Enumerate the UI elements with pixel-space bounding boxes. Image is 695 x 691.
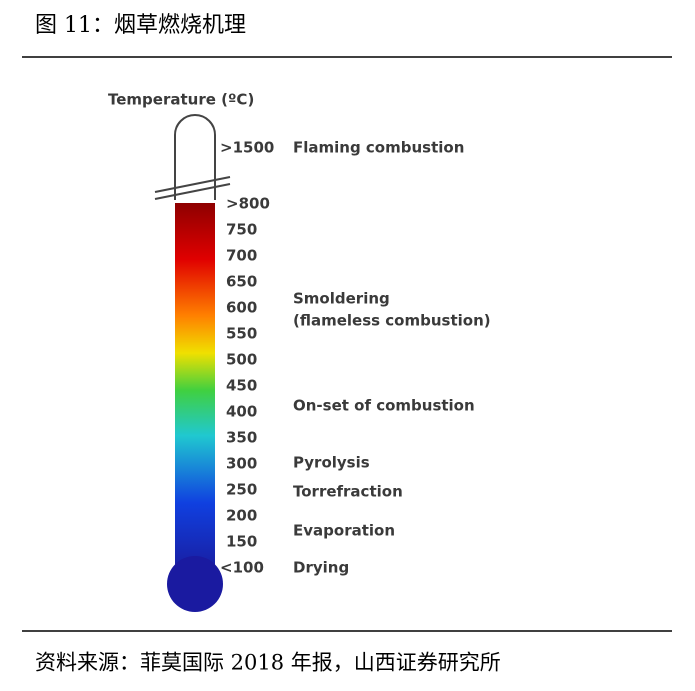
tube-top [174,114,216,200]
source: 资料来源：菲莫国际 2018 年报，山西证券研究所 [35,651,501,675]
stage-label: Smoldering [293,290,390,308]
stage-label: Pyrolysis [293,454,370,472]
tick-label: 250 [226,481,257,499]
bulb [167,556,223,612]
tick-label: 200 [226,507,257,525]
stage-label: On-set of combustion [293,397,475,415]
stage-label: Torrefraction [293,483,403,501]
tick-label: 450 [226,377,257,395]
tick-label: 550 [226,325,257,343]
stage-label: (flameless combustion) [293,312,491,330]
stage-label: Evaporation [293,522,395,540]
tick-label: 700 [226,247,257,265]
break [154,176,231,200]
tick-label: 650 [226,273,257,291]
tick-label: >800 [226,195,270,213]
header-title: 图 11：烟草燃烧机理 [35,13,246,38]
stage-label: Flaming combustion [293,139,464,157]
tick-label: 150 [226,533,257,551]
tick-label: 750 [226,221,257,239]
mercury [175,203,215,578]
tick-label: <100 [220,559,264,577]
tick-label: 500 [226,351,257,369]
tick-label: 300 [226,455,257,473]
figure-title: Temperature (ºC) [108,91,254,109]
tick-label: 400 [226,403,257,421]
stage-label: Drying [293,559,349,577]
tick-label: >1500 [220,139,274,157]
tick-label: 600 [226,299,257,317]
tick-label: 350 [226,429,257,447]
